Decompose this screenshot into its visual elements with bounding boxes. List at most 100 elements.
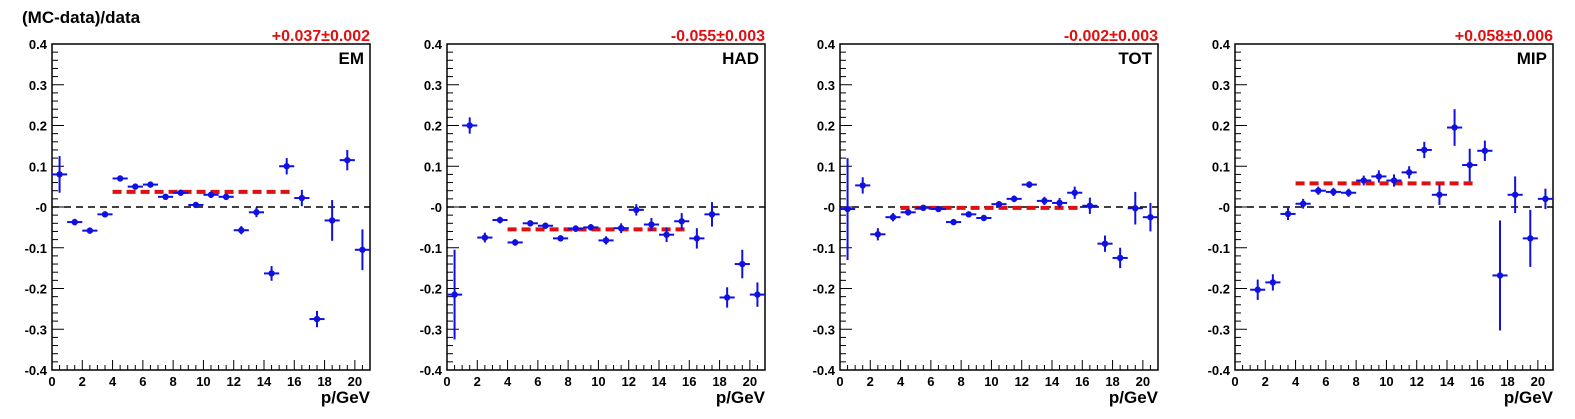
chart-panel-mip: 0 2 4 6 8 10 12 14 16 18 20 -0.4 -0.3 -0.2 -0.1 -0 0.1 0.…	[1208, 28, 1554, 407]
data-point	[885, 213, 901, 222]
x-tick-label: 0	[1231, 374, 1238, 389]
y-tick-label: 0.1	[424, 159, 442, 174]
y-tick-label: -0.1	[813, 241, 835, 256]
y-tick-label: -0.2	[25, 282, 47, 297]
data-marker	[86, 227, 94, 234]
data-marker	[904, 209, 912, 216]
data-point	[142, 181, 158, 188]
data-marker	[935, 205, 942, 213]
x-axis-title: p/GeV	[321, 388, 371, 407]
data-marker	[71, 218, 78, 226]
y-tick-label: -0.1	[420, 241, 442, 256]
data-marker	[617, 224, 625, 232]
data-marker	[542, 222, 549, 229]
data-point	[522, 220, 538, 227]
y-tick-label: 0.3	[1212, 78, 1230, 93]
data-point	[173, 189, 189, 196]
data-point	[52, 156, 68, 193]
data-point	[1477, 140, 1493, 161]
data-point	[462, 117, 478, 134]
data-point	[734, 249, 750, 279]
data-point	[659, 227, 675, 243]
x-tick-label: 4	[897, 374, 905, 389]
data-marker	[1375, 173, 1383, 180]
data-marker	[1254, 286, 1261, 293]
data-point	[1447, 109, 1463, 146]
data-point	[264, 266, 280, 281]
y-tick-label: -0.4	[1208, 363, 1231, 378]
x-tick-label: 18	[712, 374, 726, 389]
x-tick-label: 12	[1409, 374, 1423, 389]
data-point	[1416, 141, 1432, 159]
data-marker	[101, 211, 109, 218]
data-point	[1492, 220, 1508, 331]
data-marker	[1527, 235, 1534, 242]
x-axis-title: p/GeV	[1109, 388, 1159, 407]
data-marker	[1390, 177, 1398, 184]
data-point	[339, 149, 355, 171]
y-tick-label: -0.4	[813, 363, 836, 378]
data-marker	[1132, 205, 1139, 212]
data-point	[492, 216, 508, 224]
data-point	[689, 228, 705, 249]
data-point	[1250, 279, 1266, 300]
data-point	[203, 191, 219, 199]
y-tick-label: 0.3	[424, 78, 442, 93]
data-marker	[708, 211, 716, 218]
data-marker	[1496, 272, 1504, 279]
data-marker	[1284, 210, 1292, 218]
y-tick-label: 0.4	[817, 37, 836, 52]
data-marker	[1405, 169, 1413, 176]
data-marker	[587, 224, 595, 231]
data-marker	[678, 218, 685, 225]
x-tick-label: 2	[867, 374, 874, 389]
data-marker	[1511, 191, 1519, 198]
data-point	[537, 222, 553, 229]
x-tick-label: 2	[1262, 374, 1269, 389]
data-point	[1462, 148, 1478, 182]
y-tick-label: -0.4	[25, 363, 48, 378]
data-point	[1386, 174, 1402, 187]
data-marker	[359, 246, 366, 253]
data-point	[840, 158, 856, 260]
chart-panel-had: 0 2 4 6 8 10 12 14 16 18 20 -0.4 -0.3 -0.2 -0.1 -0 0.1 0.…	[420, 28, 766, 407]
data-point	[946, 218, 962, 226]
x-tick-label: 14	[1045, 374, 1060, 389]
x-tick-label: 4	[504, 374, 512, 389]
y-tick-label: 0.3	[29, 78, 47, 93]
x-tick-label: 16	[1470, 374, 1484, 389]
x-axis-title: p/GeV	[1504, 388, 1554, 407]
data-marker	[980, 214, 988, 222]
data-marker	[1481, 147, 1489, 154]
data-point	[507, 239, 523, 246]
data-point	[1371, 170, 1387, 183]
data-marker	[844, 205, 851, 213]
data-point	[158, 193, 174, 201]
panel-label: MIP	[1517, 49, 1547, 68]
data-marker	[207, 191, 215, 198]
x-tick-label: 0	[48, 374, 55, 389]
data-point	[279, 158, 295, 175]
data-point	[583, 224, 599, 231]
data-marker	[1026, 181, 1033, 188]
data-point	[976, 214, 992, 222]
data-marker	[511, 239, 519, 246]
x-tick-label: 10	[984, 374, 998, 389]
data-marker	[889, 213, 897, 221]
data-point	[613, 223, 629, 234]
data-point	[1021, 181, 1037, 188]
x-tick-label: 2	[474, 374, 481, 389]
data-point	[1265, 274, 1281, 291]
data-point	[294, 189, 310, 207]
data-point	[915, 204, 931, 212]
data-point	[568, 225, 584, 232]
panel-label: HAD	[722, 49, 759, 68]
y-tick-label: -0	[823, 200, 835, 215]
data-marker	[1041, 197, 1048, 205]
fit-value-label: -0.055±0.003	[671, 28, 765, 45]
data-marker	[950, 218, 957, 226]
data-marker	[1071, 189, 1078, 196]
x-tick-label: 8	[170, 374, 177, 389]
data-marker	[253, 209, 260, 216]
x-axis-title: p/GeV	[716, 388, 766, 407]
